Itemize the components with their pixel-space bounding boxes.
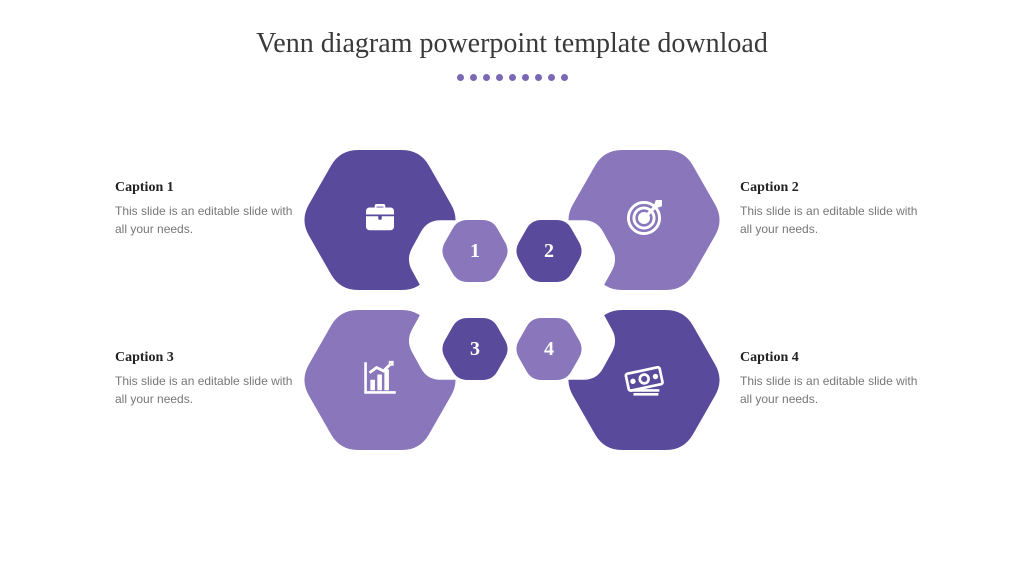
hex-number-label: 2 [544, 240, 554, 263]
hex-number-label: 3 [470, 338, 480, 361]
caption-4: Caption 4 This slide is an editable slid… [740, 350, 920, 408]
hex-number-3: 3 [440, 318, 510, 380]
title-dot [483, 74, 490, 81]
hex-number-1: 1 [440, 220, 510, 282]
page-title: Venn diagram powerpoint template downloa… [0, 0, 1024, 60]
caption-body: This slide is an editable slide with all… [740, 372, 920, 408]
caption-3: Caption 3 This slide is an editable slid… [115, 350, 295, 408]
caption-title: Caption 3 [115, 350, 295, 366]
hex-number-label: 4 [544, 338, 554, 361]
title-dot [522, 74, 529, 81]
hex-number-label: 1 [470, 240, 480, 263]
title-dot [457, 74, 464, 81]
caption-title: Caption 4 [740, 350, 920, 366]
caption-1: Caption 1 This slide is an editable slid… [115, 180, 295, 238]
briefcase-icon [359, 197, 401, 244]
target-icon [622, 196, 666, 245]
caption-body: This slide is an editable slide with all… [115, 202, 295, 238]
title-dots [0, 68, 1024, 86]
title-dot [548, 74, 555, 81]
caption-body: This slide is an editable slide with all… [740, 202, 920, 238]
title-dot [496, 74, 503, 81]
caption-title: Caption 2 [740, 180, 920, 196]
title-dot [561, 74, 568, 81]
title-dot [535, 74, 542, 81]
chart-icon [359, 357, 401, 404]
caption-2: Caption 2 This slide is an editable slid… [740, 180, 920, 238]
money-icon [621, 355, 667, 406]
diagram-stage: 1 Caption 1 This slide is an editable sli… [0, 110, 1024, 570]
caption-title: Caption 1 [115, 180, 295, 196]
hex-big-2 [564, 150, 724, 290]
title-dot [470, 74, 477, 81]
hex-big-3 [300, 310, 460, 450]
hex-big-1 [300, 150, 460, 290]
hex-number-2: 2 [514, 220, 584, 282]
hex-big-4 [564, 310, 724, 450]
hex-number-4: 4 [514, 318, 584, 380]
title-dot [509, 74, 516, 81]
caption-body: This slide is an editable slide with all… [115, 372, 295, 408]
